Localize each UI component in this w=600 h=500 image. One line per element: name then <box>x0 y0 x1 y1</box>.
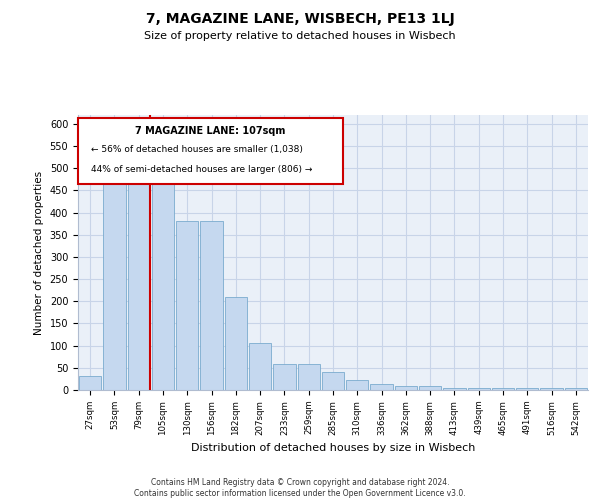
Bar <box>79 376 101 390</box>
Bar <box>128 180 150 390</box>
Bar <box>322 372 344 390</box>
Bar <box>443 388 466 390</box>
Text: 7, MAGAZINE LANE, WISBECH, PE13 1LJ: 7, MAGAZINE LANE, WISBECH, PE13 1LJ <box>146 12 454 26</box>
Bar <box>103 180 125 390</box>
Y-axis label: Number of detached properties: Number of detached properties <box>34 170 44 334</box>
Bar <box>298 364 320 390</box>
FancyBboxPatch shape <box>78 118 343 184</box>
Bar <box>176 222 199 390</box>
Text: 7 MAGAZINE LANE: 107sqm: 7 MAGAZINE LANE: 107sqm <box>136 126 286 136</box>
Text: ← 56% of detached houses are smaller (1,038): ← 56% of detached houses are smaller (1,… <box>91 145 302 154</box>
Bar <box>152 168 174 390</box>
Text: 44% of semi-detached houses are larger (806) →: 44% of semi-detached houses are larger (… <box>91 164 312 173</box>
Bar <box>273 364 296 390</box>
Bar <box>346 380 368 390</box>
Bar <box>541 388 563 390</box>
Bar <box>249 344 271 390</box>
Bar <box>224 297 247 390</box>
Bar <box>395 386 417 390</box>
Bar <box>419 386 442 390</box>
Bar <box>565 388 587 390</box>
Text: Contains HM Land Registry data © Crown copyright and database right 2024.
Contai: Contains HM Land Registry data © Crown c… <box>134 478 466 498</box>
Bar <box>467 388 490 390</box>
Bar <box>492 388 514 390</box>
Bar <box>200 222 223 390</box>
X-axis label: Distribution of detached houses by size in Wisbech: Distribution of detached houses by size … <box>191 443 475 453</box>
Bar <box>370 384 393 390</box>
Text: Size of property relative to detached houses in Wisbech: Size of property relative to detached ho… <box>144 31 456 41</box>
Bar <box>516 388 538 390</box>
